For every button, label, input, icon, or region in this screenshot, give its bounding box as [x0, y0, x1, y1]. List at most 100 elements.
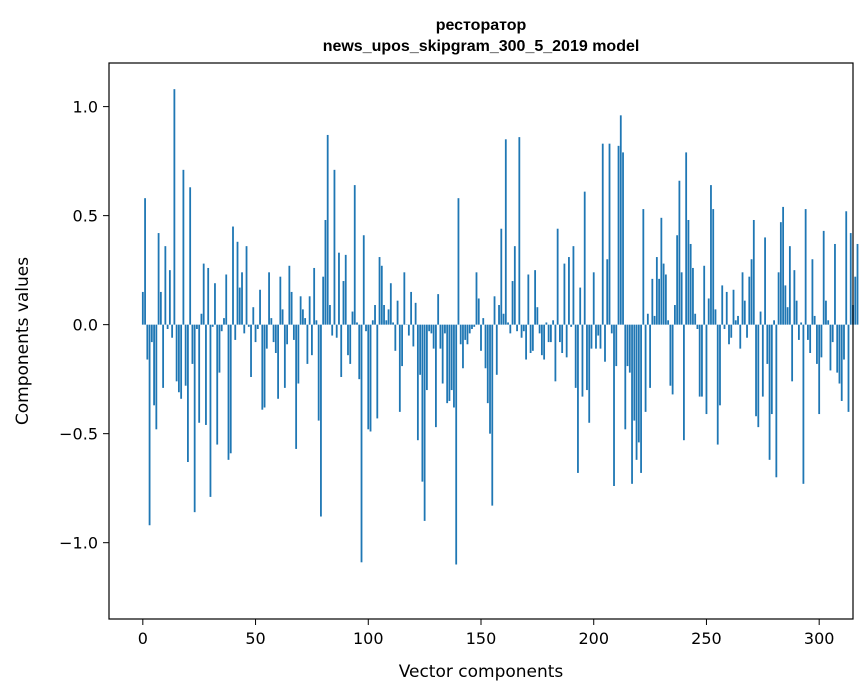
bar-24 — [196, 324, 198, 330]
bar-45 — [243, 324, 246, 334]
bar-73 — [306, 324, 309, 364]
bar-260 — [728, 324, 730, 345]
bar-76 — [313, 267, 316, 325]
bar-247 — [698, 324, 701, 397]
chart-title-line-1: ресторатор — [436, 17, 527, 34]
y-axis-label: Components values — [13, 257, 33, 425]
bar-18 — [182, 169, 185, 325]
x-axis-label: Vector components — [399, 662, 564, 682]
bar-7 — [157, 233, 160, 325]
bar-41 — [234, 324, 237, 340]
bar-122 — [416, 324, 419, 441]
bar-66 — [290, 291, 293, 325]
bar-12 — [168, 270, 171, 325]
bar-39 — [229, 324, 232, 454]
bar-93 — [351, 311, 354, 325]
bar-25 — [198, 324, 201, 423]
bar-26 — [200, 313, 203, 325]
bar-65 — [288, 265, 291, 325]
bar-303 — [825, 300, 827, 325]
bar-261 — [730, 324, 733, 338]
bar-29 — [207, 267, 210, 325]
bar-290 — [795, 300, 798, 325]
bar-297 — [811, 259, 814, 325]
bar-14 — [173, 89, 176, 325]
bar-52 — [259, 289, 261, 325]
bar-58 — [272, 324, 275, 343]
bar-64 — [286, 324, 289, 345]
bar-55 — [265, 324, 268, 349]
bar-312 — [845, 211, 848, 325]
bar-166 — [516, 324, 518, 332]
y-tick-label: 0.5 — [73, 207, 98, 226]
bar-305 — [829, 324, 832, 371]
bar-245 — [694, 313, 697, 325]
bar-180 — [547, 324, 550, 343]
bar-219 — [635, 324, 638, 460]
bar-142 — [462, 324, 464, 369]
bar-221 — [640, 324, 642, 473]
bar-198 — [588, 324, 591, 423]
bar-258 — [723, 324, 726, 330]
bar-185 — [559, 324, 561, 343]
bar-56 — [268, 272, 270, 325]
bar-192 — [574, 324, 577, 388]
bar-230 — [660, 217, 663, 325]
bar-268 — [746, 324, 748, 338]
bar-281 — [775, 324, 778, 478]
bar-244 — [692, 267, 694, 325]
bar-101 — [369, 324, 372, 432]
bar-246 — [696, 324, 699, 330]
bar-252 — [710, 185, 712, 325]
bar-183 — [554, 324, 557, 382]
bar-182 — [552, 320, 555, 325]
bar-5 — [153, 324, 155, 406]
bar-243 — [689, 243, 692, 325]
bar-171 — [527, 274, 530, 325]
bar-207 — [608, 143, 611, 325]
bar-123 — [419, 324, 422, 375]
bar-199 — [590, 324, 593, 349]
x-tick-label: 300 — [804, 629, 835, 648]
bar-92 — [349, 324, 352, 364]
bar-114 — [398, 324, 401, 412]
bar-264 — [737, 315, 739, 325]
bar-208 — [610, 324, 613, 334]
bar-132 — [439, 324, 442, 349]
bar-50 — [254, 324, 257, 343]
bar-83 — [329, 305, 331, 325]
bar-157 — [495, 324, 498, 375]
bar-194 — [579, 287, 582, 325]
bar-28 — [205, 324, 207, 425]
bar-3 — [148, 324, 151, 526]
bar-40 — [232, 226, 234, 325]
bar-259 — [725, 291, 728, 325]
bar-237 — [676, 235, 679, 325]
bar-238 — [678, 180, 681, 325]
bar-220 — [637, 324, 640, 443]
bar-278 — [768, 324, 771, 460]
bar-175 — [536, 307, 539, 325]
bar-42 — [236, 241, 239, 325]
bar-202 — [597, 324, 600, 336]
bar-191 — [572, 246, 575, 325]
bar-272 — [755, 324, 757, 417]
bar-270 — [750, 259, 753, 325]
bar-129 — [432, 324, 435, 349]
bar-254 — [714, 309, 717, 325]
bar-211 — [617, 145, 620, 325]
bar-146 — [471, 324, 473, 330]
bar-63 — [283, 324, 286, 388]
bar-68 — [295, 324, 298, 449]
bar-201 — [595, 324, 597, 349]
bar-115 — [401, 324, 403, 367]
bar-203 — [599, 324, 602, 349]
bar-299 — [816, 324, 818, 364]
bar-69 — [297, 324, 300, 384]
bar-222 — [642, 209, 645, 325]
bar-134 — [444, 324, 446, 334]
bar-234 — [669, 324, 672, 386]
bar-21 — [189, 187, 192, 325]
bar-168 — [520, 324, 523, 338]
bar-232 — [664, 274, 667, 325]
